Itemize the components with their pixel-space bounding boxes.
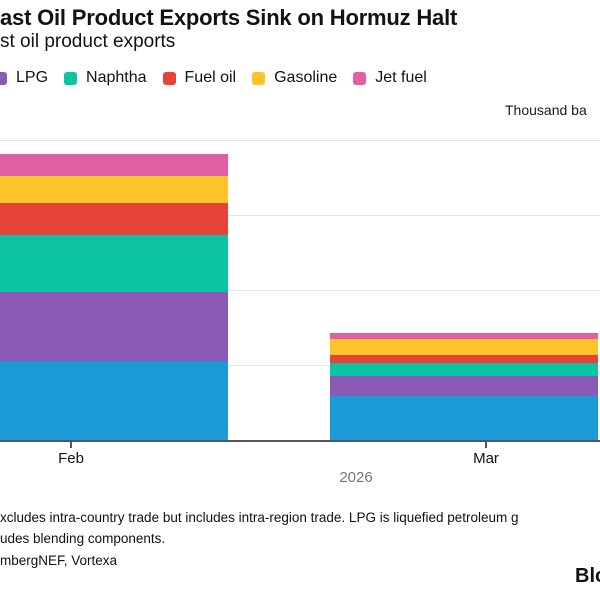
legend-swatch — [64, 71, 78, 85]
legend: LPG Naphtha Fuel oil Gasoline Jet fuel — [0, 65, 427, 91]
legend-item-label: Naphtha — [86, 69, 147, 86]
bloomberg-logo-fragment: Blo — [575, 565, 600, 587]
legend-item: Gasoline — [252, 69, 337, 87]
x-axis-year-label: 2026 — [339, 469, 373, 486]
x-axis-tick — [70, 442, 72, 448]
bar-segment — [330, 395, 598, 440]
footnote-line: xcludes intra-country trade but includes… — [0, 510, 519, 525]
legend-item: LPG — [0, 69, 48, 87]
x-axis-label: Mar — [473, 450, 499, 467]
legend-item-label: LPG — [16, 69, 49, 86]
legend-swatch — [353, 71, 367, 85]
bar-segment — [0, 153, 228, 176]
legend-swatch — [0, 71, 7, 85]
gridline — [0, 365, 600, 366]
bar-segment — [0, 235, 228, 292]
chart-subtitle: st oil product exports — [0, 31, 176, 52]
bar-segment — [330, 354, 598, 363]
bar-segment — [0, 291, 228, 362]
legend-item: Fuel oil — [162, 69, 237, 87]
gridline — [0, 290, 600, 291]
bar-segment — [330, 376, 598, 396]
legend-item: Naphtha — [64, 69, 147, 87]
y-axis-unit-label: Thousand ba — [505, 102, 587, 118]
gridline — [0, 215, 600, 216]
footnote-block: xcludes intra-country trade but includes… — [0, 507, 519, 571]
legend-item-label: Fuel oil — [184, 69, 237, 86]
legend-item-label: Gasoline — [274, 69, 338, 86]
bar-segment — [330, 338, 598, 355]
chart-title: ast Oil Product Exports Sink on Hormuz H… — [0, 5, 458, 30]
bar-segment — [330, 362, 598, 377]
x-axis-label: Feb — [58, 450, 84, 467]
legend-swatch — [162, 71, 176, 85]
footnote-line: mbergNEF, Vortexa — [0, 552, 118, 568]
footnote-line: udes blending components. — [0, 531, 166, 547]
bar-segment — [330, 332, 598, 339]
x-axis-line — [0, 440, 600, 442]
x-axis-tick — [485, 442, 487, 448]
legend-item-label: Jet fuel — [375, 69, 427, 86]
legend-item: Jet fuel — [353, 69, 427, 87]
bar-segment — [0, 176, 228, 203]
legend-swatch — [252, 71, 266, 85]
gridline — [0, 140, 600, 141]
bar-segment — [0, 361, 228, 440]
bar-segment — [0, 203, 228, 236]
